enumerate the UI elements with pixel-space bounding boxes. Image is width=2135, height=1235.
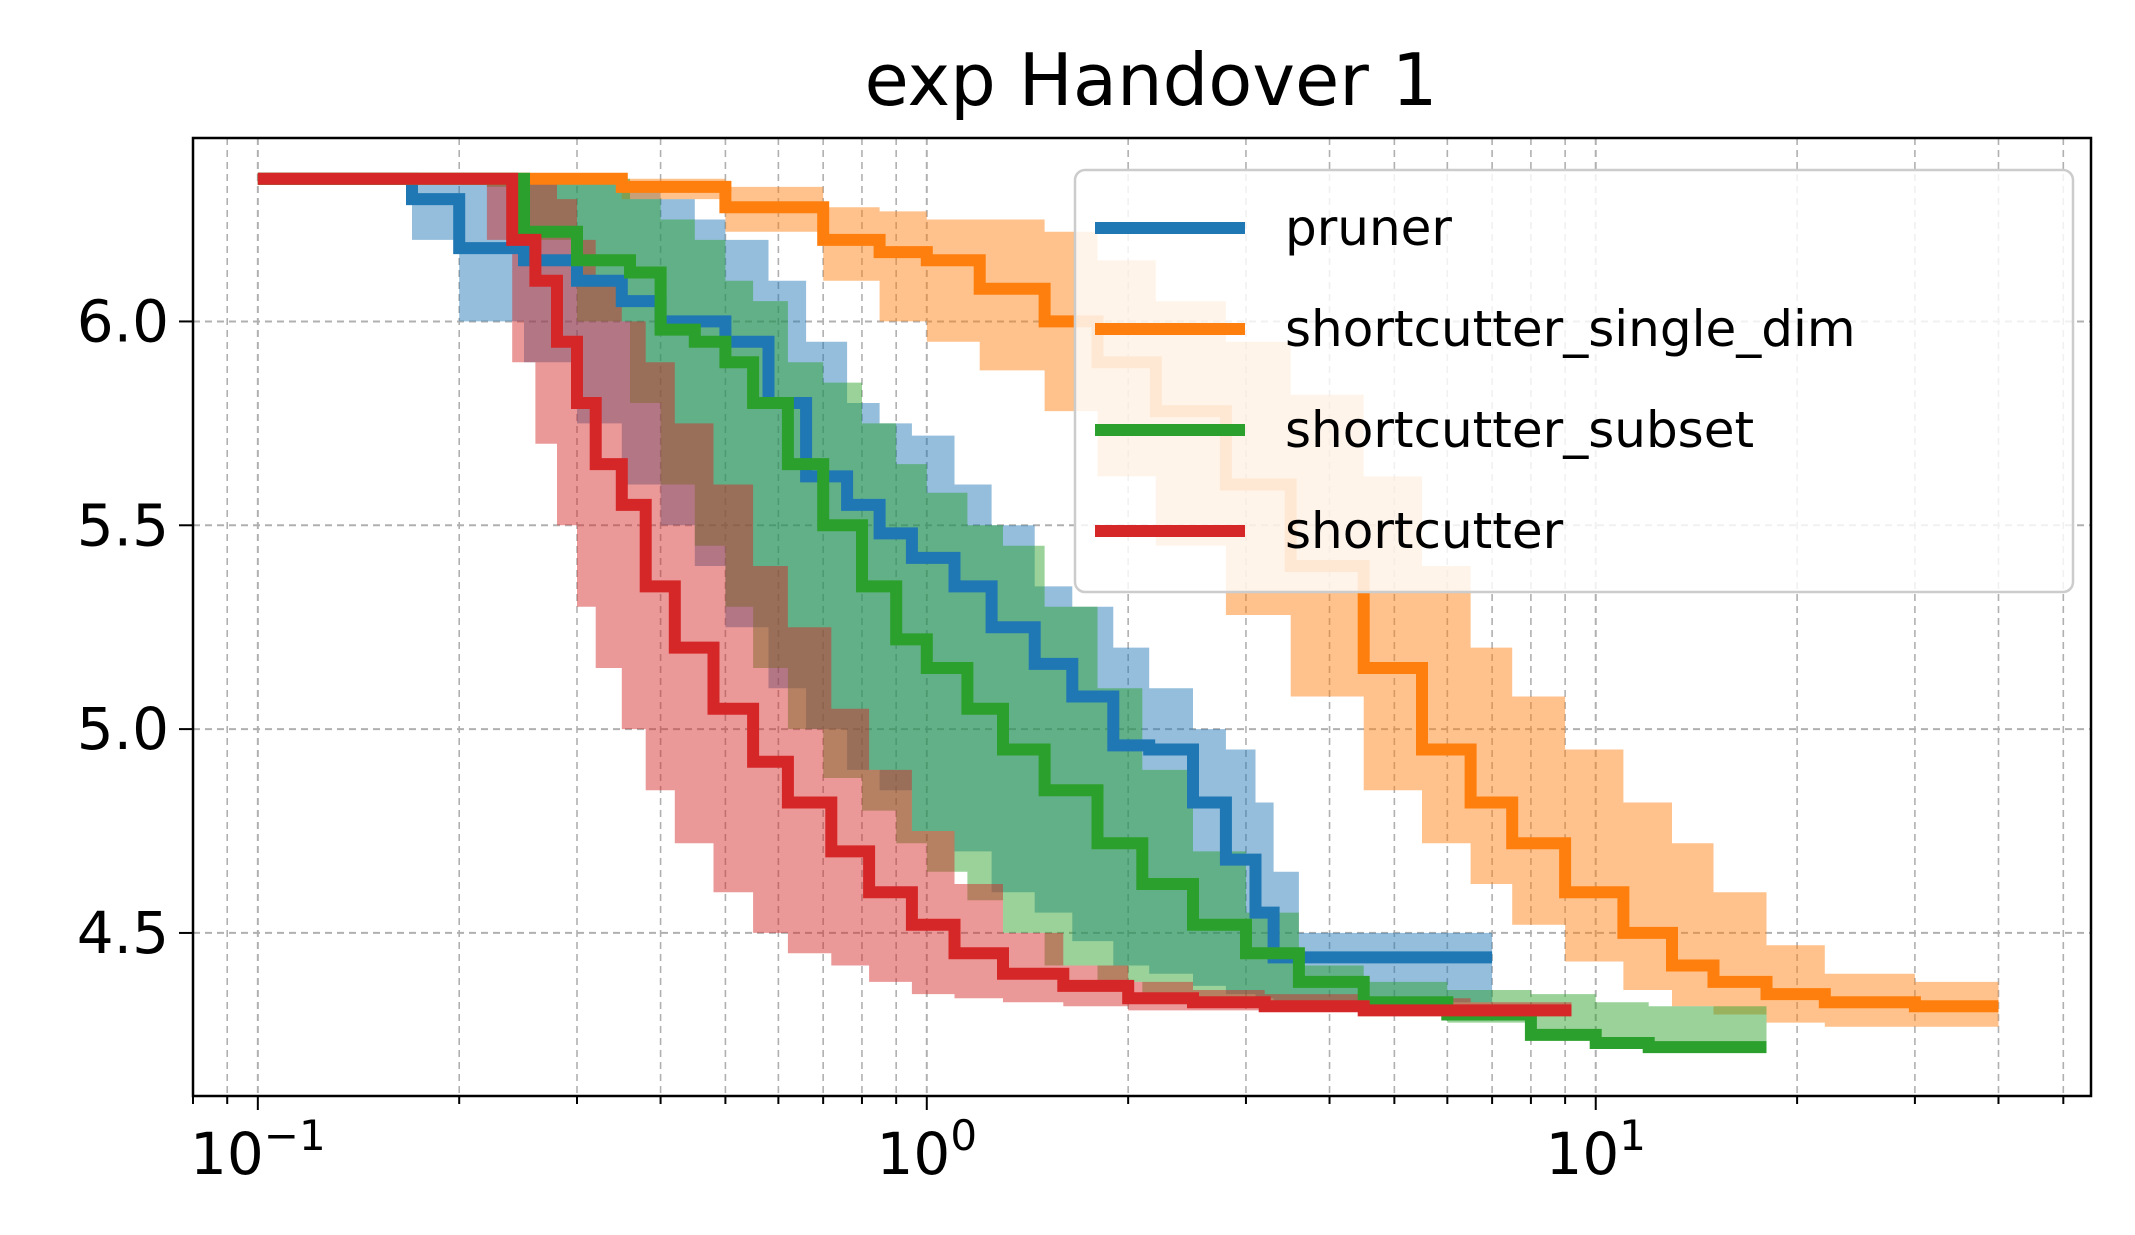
line-shortcutter — [257, 172, 1572, 1017]
band-shortcutter-subset — [257, 178, 1767, 1048]
y-tick-label: 5.0 — [77, 695, 169, 763]
x-axis: 10−1 100 101 — [190, 1096, 2065, 1188]
band-shortcutter-single-dim — [257, 178, 1999, 1027]
legend: pruner shortcutter_single_dim shortcutter_… — [1073, 168, 2075, 594]
y-axis: 4.5 5.0 5.5 6.0 — [77, 287, 193, 967]
band-shortcutter — [257, 178, 1572, 1015]
y-tick-label: 5.5 — [77, 491, 169, 559]
legend-label: pruner — [1285, 199, 1452, 257]
legend-box — [1073, 168, 2075, 594]
y-tick-label: 6.0 — [77, 287, 169, 355]
chart-title: exp Handover 1 — [864, 38, 1437, 122]
x-tick-label: 100 — [877, 1111, 978, 1188]
legend-label: shortcutter_subset — [1285, 401, 1754, 459]
legend-label: shortcutter_single_dim — [1285, 300, 1856, 358]
line-shortcutter-subset — [257, 172, 1767, 1054]
series-lines — [257, 172, 1999, 1054]
x-tick-label: 101 — [1545, 1111, 1646, 1188]
legend-label: shortcutter — [1285, 502, 1564, 560]
y-tick-label: 4.5 — [77, 899, 169, 967]
plot-frame — [191, 136, 2093, 1098]
line-pruner — [257, 172, 1493, 964]
x-tick-label: 10−1 — [190, 1111, 326, 1188]
